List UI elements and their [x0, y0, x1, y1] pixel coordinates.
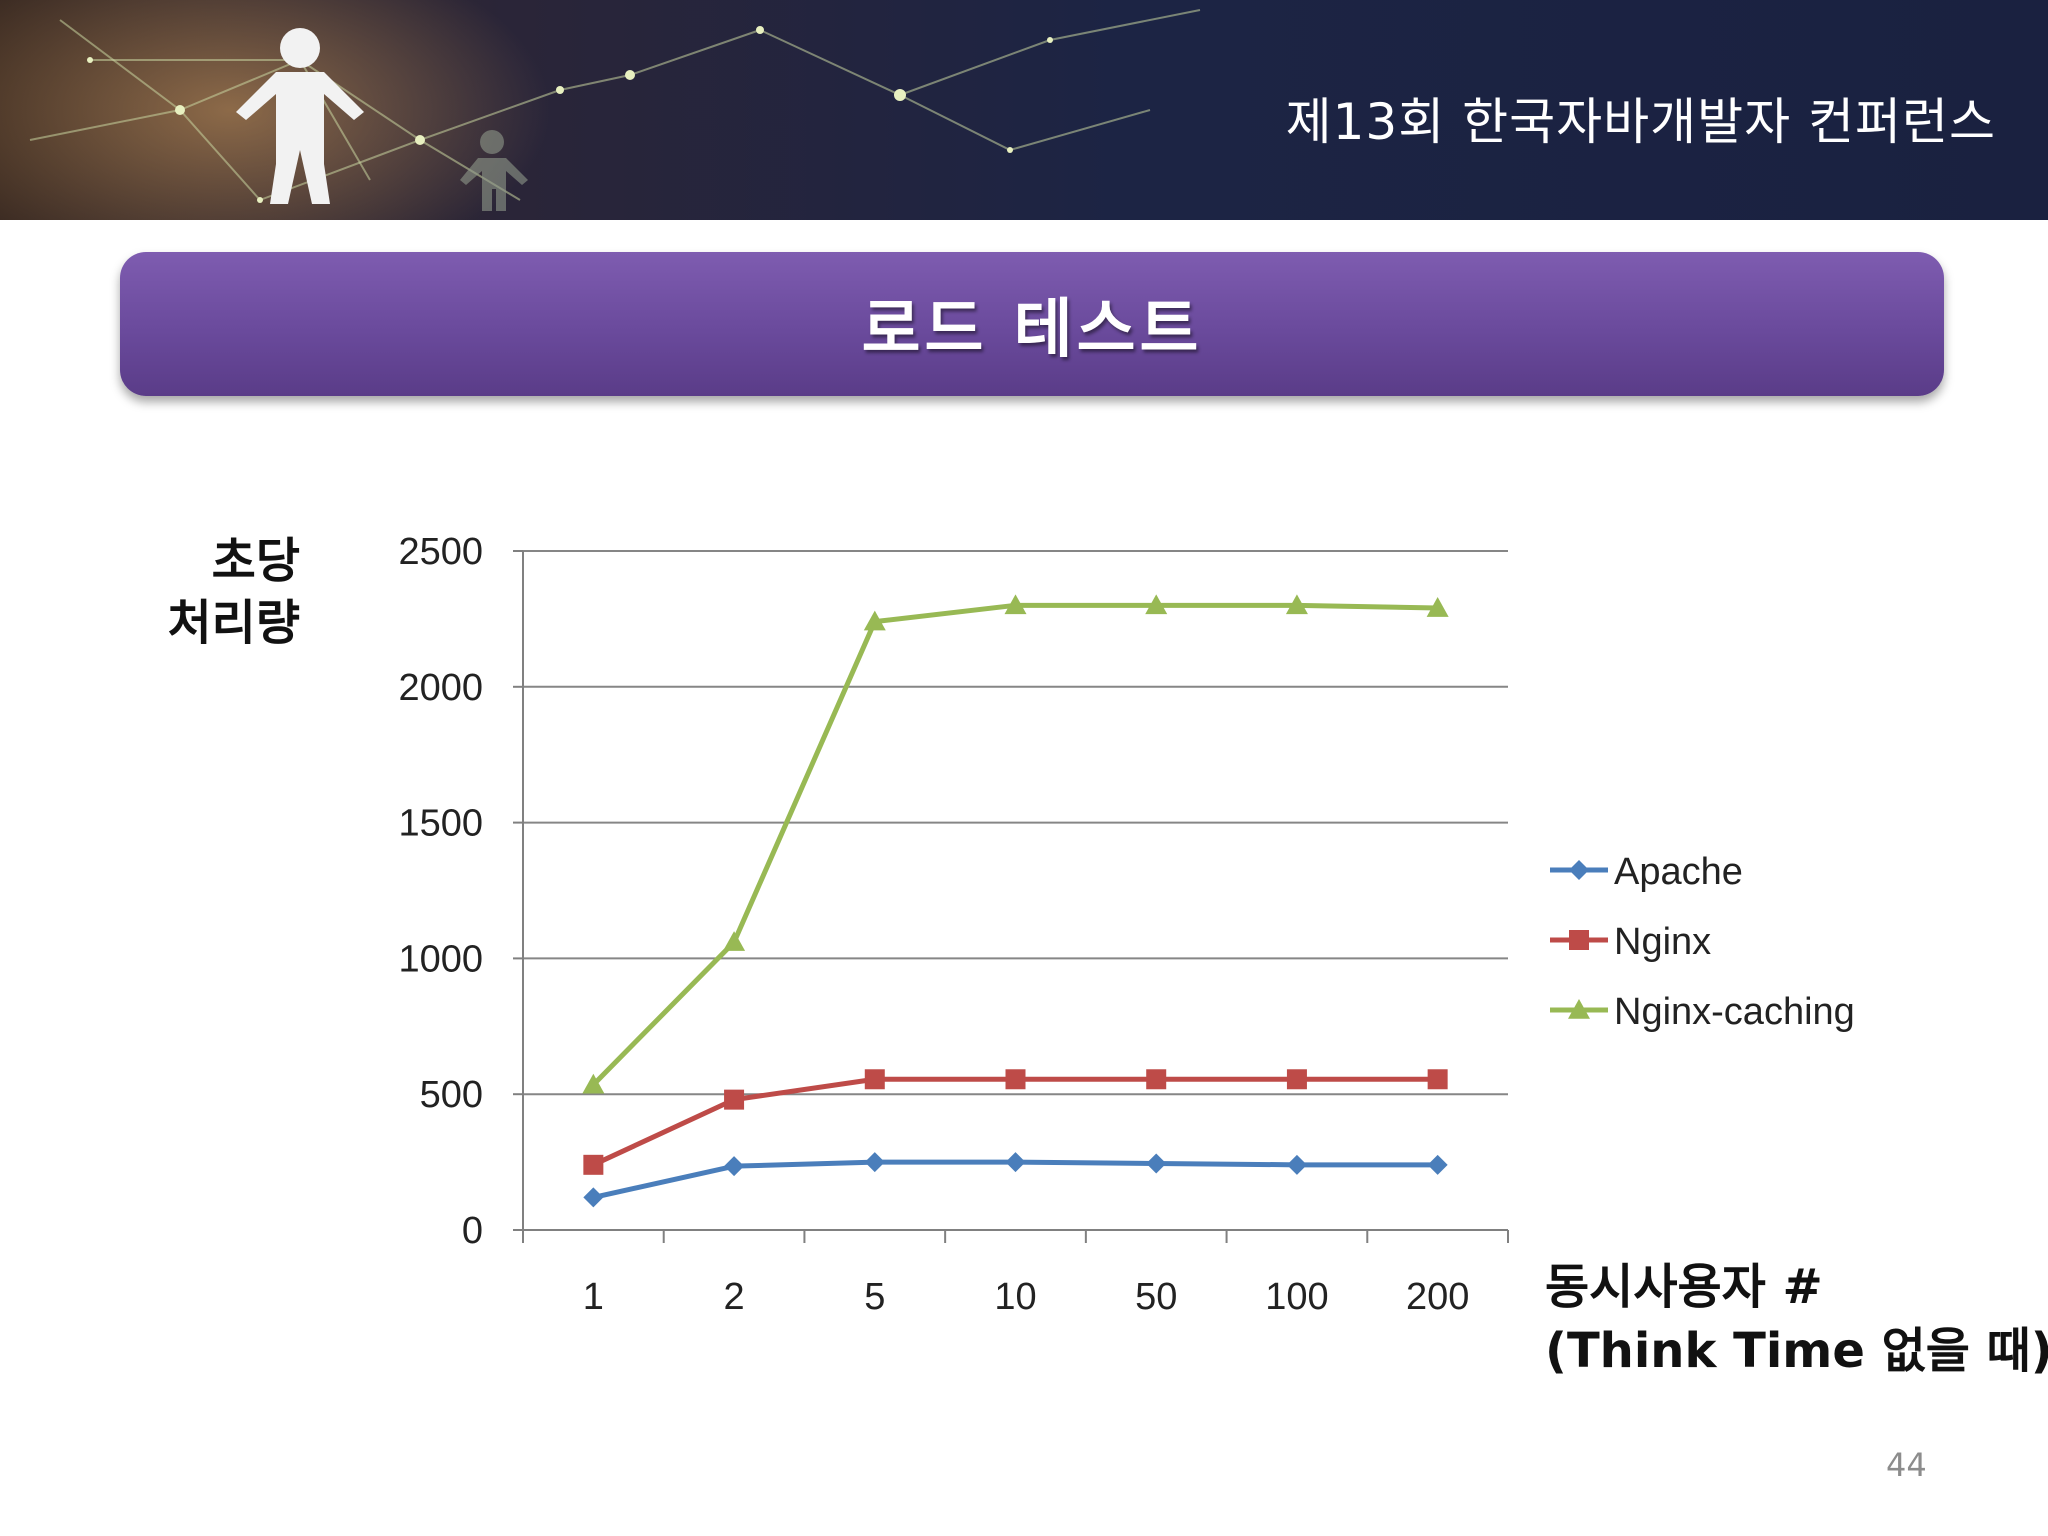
y-axis-label: 초당 처리량 [168, 530, 300, 654]
y-axis-label-line: 초당 [211, 533, 300, 589]
series-line-nginx [592, 1076, 1438, 1168]
data-point [1426, 597, 1449, 617]
legend-marker [1568, 999, 1590, 1019]
x-axis-label: 동시사용자 # (Think Time 없을 때) [1545, 1255, 2048, 1383]
java-figure-icon [236, 28, 364, 204]
data-point [724, 1089, 745, 1110]
y-tick-label: 1500 [398, 803, 483, 845]
x-axis-label-line: (Think Time 없을 때) [1545, 1323, 2048, 1379]
conference-title: 제13회 한국자바개발자 컨퍼런스 [1285, 93, 1996, 151]
legend-marker [1569, 930, 1589, 950]
data-point [723, 931, 746, 951]
banner-network-graphic [0, 0, 1201, 220]
legend-label: Nginx [1614, 921, 1711, 963]
x-tick-label: 1 [583, 1276, 604, 1318]
x-tick-label: 100 [1265, 1276, 1328, 1318]
data-point [1286, 1154, 1307, 1175]
data-point [583, 1154, 604, 1175]
data-point [1145, 594, 1168, 615]
small-figure-icon [460, 130, 528, 211]
legend-marker [1569, 860, 1589, 880]
y-tick-label: 1000 [398, 938, 483, 980]
x-tick-label: 200 [1406, 1276, 1469, 1318]
data-point [724, 1156, 745, 1177]
data-point [1005, 1069, 1026, 1090]
x-tick-label: 5 [864, 1276, 885, 1318]
page-number: 44 [1886, 1446, 1927, 1484]
series-line-nginx-caching [591, 602, 1438, 1087]
y-tick-label: 500 [420, 1074, 483, 1116]
header-banner: 제13회 한국자바개발자 컨퍼런스 [0, 0, 2048, 220]
data-point [1285, 594, 1308, 615]
data-point [1146, 1153, 1167, 1174]
x-axis-label-line: 동시사용자 # [1545, 1259, 1823, 1315]
data-point [1004, 594, 1027, 615]
y-tick-label: 0 [462, 1210, 483, 1252]
data-point [1146, 1069, 1167, 1090]
slide-title-bar: 로드 테스트 [120, 252, 1944, 396]
data-point [1005, 1152, 1026, 1173]
legend-label: Nginx-caching [1614, 991, 1855, 1033]
data-point [864, 1069, 885, 1090]
x-tick-label: 50 [1135, 1276, 1177, 1318]
x-tick-label: 2 [724, 1276, 745, 1318]
slide-title: 로드 테스트 [861, 293, 1203, 367]
y-tick-label: 2500 [398, 531, 483, 573]
x-tick-label: 10 [994, 1276, 1036, 1318]
data-point [582, 1073, 605, 1094]
y-tick-label: 2000 [398, 667, 483, 709]
legend-label: Apache [1614, 851, 1743, 893]
data-point [1427, 1069, 1448, 1090]
data-point [1286, 1069, 1307, 1090]
data-point [864, 1152, 885, 1173]
data-point [1427, 1154, 1448, 1175]
data-point [863, 610, 886, 631]
y-axis-label-line: 처리량 [167, 595, 300, 651]
data-point [583, 1187, 604, 1208]
